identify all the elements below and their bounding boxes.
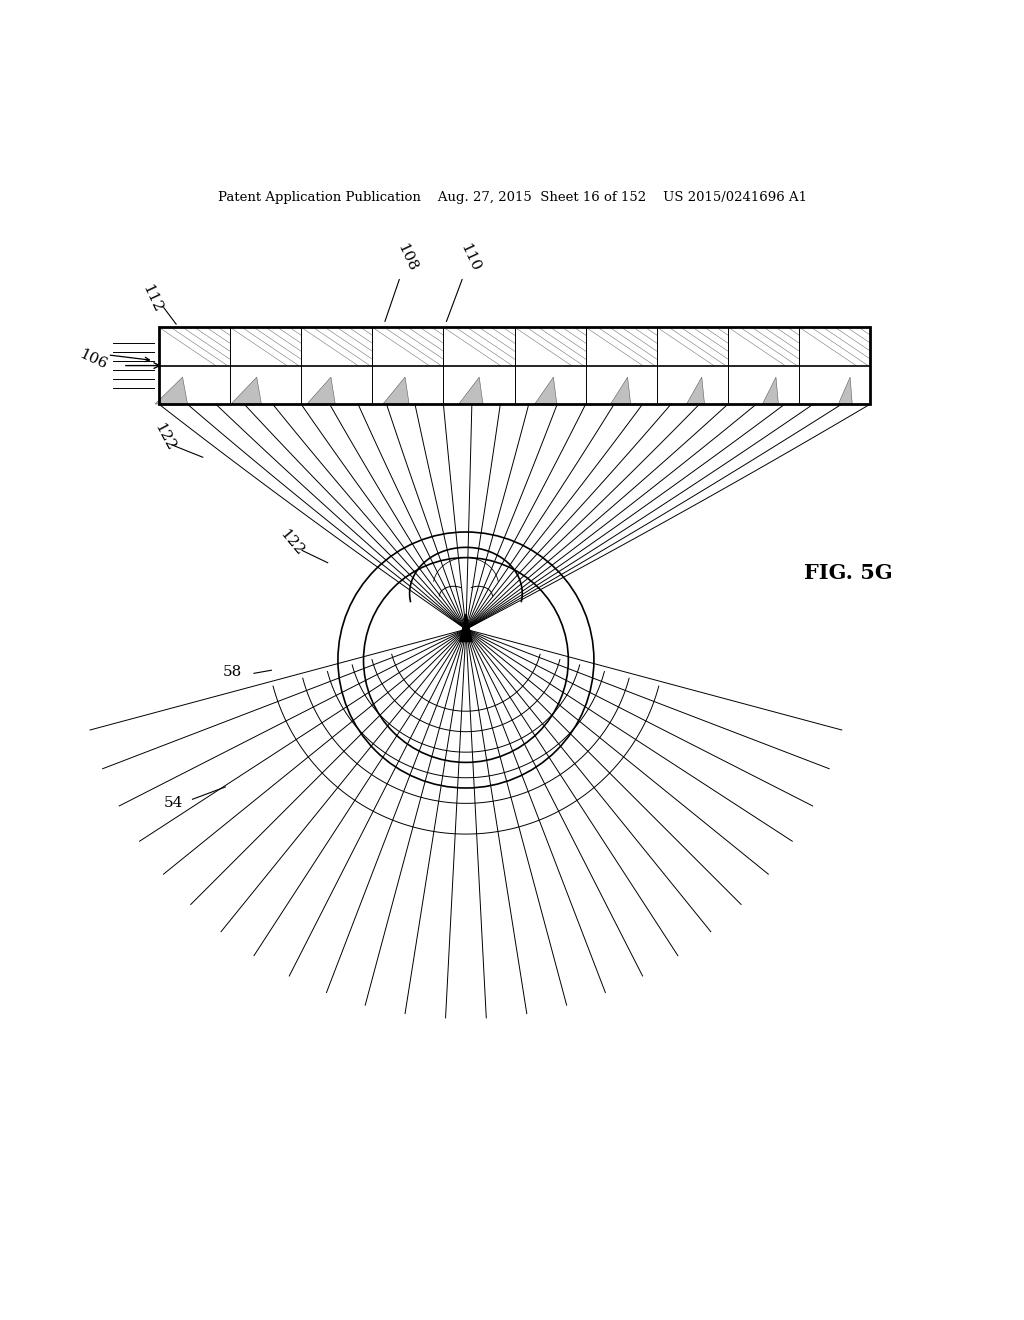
Text: 106: 106	[77, 347, 110, 372]
Polygon shape	[307, 378, 335, 404]
Polygon shape	[459, 378, 483, 404]
Polygon shape	[763, 378, 778, 404]
Polygon shape	[535, 378, 557, 404]
Polygon shape	[383, 378, 410, 404]
Text: FIG. 5G: FIG. 5G	[804, 562, 893, 583]
Text: 58: 58	[223, 665, 243, 680]
Text: 108: 108	[385, 242, 419, 322]
Polygon shape	[156, 378, 187, 404]
Polygon shape	[686, 378, 705, 404]
Bar	[159, 327, 870, 404]
Polygon shape	[610, 378, 631, 404]
Text: Patent Application Publication    Aug. 27, 2015  Sheet 16 of 152    US 2015/0241: Patent Application Publication Aug. 27, …	[217, 191, 807, 205]
Text: 110: 110	[446, 242, 482, 322]
Text: 122: 122	[276, 527, 306, 558]
Text: 122: 122	[152, 421, 177, 453]
Polygon shape	[460, 614, 472, 642]
Text: 112: 112	[139, 282, 164, 314]
Polygon shape	[231, 378, 261, 404]
Text: 54: 54	[164, 796, 183, 810]
Polygon shape	[839, 378, 852, 404]
